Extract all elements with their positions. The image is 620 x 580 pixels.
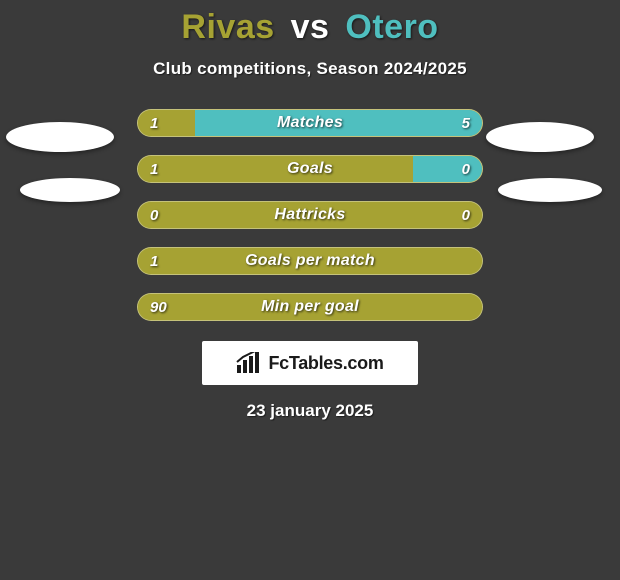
subtitle: Club competitions, Season 2024/2025	[0, 59, 620, 79]
logo-text: FcTables.com	[268, 353, 383, 374]
stat-label: Goals per match	[138, 248, 482, 274]
bars-icon	[236, 352, 262, 374]
date-text: 23 january 2025	[0, 401, 620, 421]
logo-inner: FcTables.com	[236, 352, 383, 374]
vs-text: vs	[291, 8, 330, 46]
stat-bar: 10Goals	[137, 155, 483, 183]
stat-label: Hattricks	[138, 202, 482, 228]
stat-bar: 15Matches	[137, 109, 483, 137]
fctables-logo[interactable]: FcTables.com	[202, 341, 418, 385]
stat-label: Matches	[138, 110, 482, 136]
player1-badge-bottom	[20, 178, 120, 202]
stat-label: Goals	[138, 156, 482, 182]
player1-badge-top	[6, 122, 114, 152]
player2-name: Otero	[345, 8, 438, 46]
player2-badge-top	[486, 122, 594, 152]
page-title: Rivas vs Otero	[0, 0, 620, 47]
player1-name: Rivas	[181, 8, 274, 46]
stat-label: Min per goal	[138, 294, 482, 320]
stat-bar: 90Min per goal	[137, 293, 483, 321]
player2-badge-bottom	[498, 178, 602, 202]
stat-bar: 1Goals per match	[137, 247, 483, 275]
stat-bar: 00Hattricks	[137, 201, 483, 229]
